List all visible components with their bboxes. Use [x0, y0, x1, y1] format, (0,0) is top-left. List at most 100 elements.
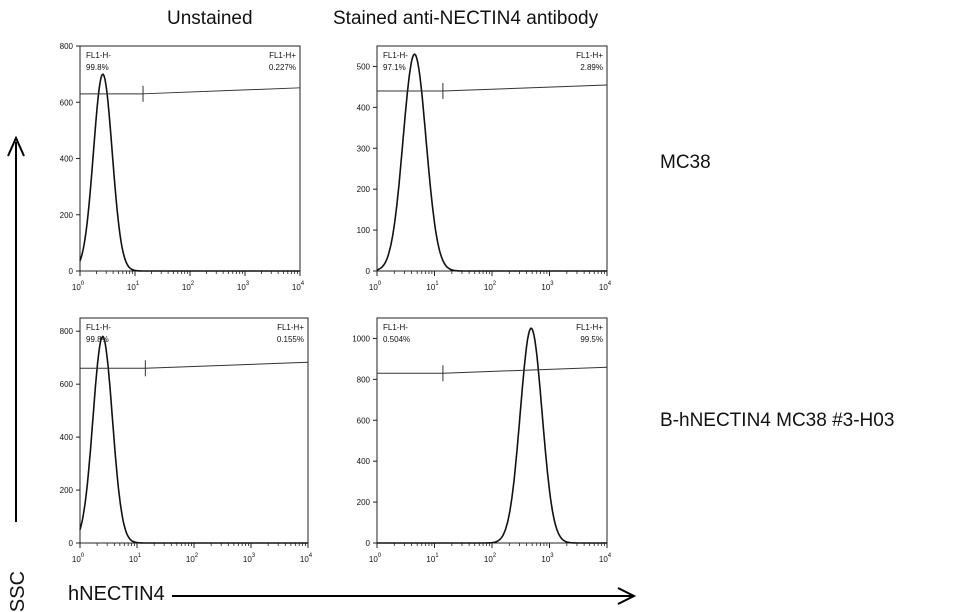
y-tick-label: 300 — [357, 144, 371, 153]
gate-positive-line — [145, 361, 309, 369]
y-tick-label: 400 — [357, 103, 371, 112]
gate-positive-label: FL1-H+ — [269, 51, 296, 60]
gate-negative-percent: 0.504% — [383, 335, 410, 344]
x-tick-label: 103 — [541, 553, 554, 564]
y-tick-label: 0 — [69, 539, 74, 548]
x-tick-exponent: 4 — [301, 281, 305, 287]
y-tick-label: 500 — [357, 62, 371, 71]
x-tick-label: 102 — [484, 281, 497, 292]
x-tick-label: 100 — [369, 281, 382, 292]
x-tick-label: 104 — [292, 281, 305, 292]
column-title-stained: Stained anti-NECTIN4 antibody — [333, 8, 599, 29]
y-axis-note: SSC — [7, 570, 30, 612]
y-tick-label: 0 — [366, 267, 371, 276]
plot-frame — [376, 45, 608, 272]
y-tick-label: 0 — [69, 267, 74, 276]
gate-negative-percent: 99.8% — [86, 63, 109, 72]
x-tick-exponent: 4 — [608, 553, 612, 559]
x-axis-arrow — [172, 587, 637, 605]
y-tick-label: 1000 — [352, 334, 370, 343]
y-tick-label: 200 — [60, 486, 74, 495]
histogram-curve — [376, 53, 607, 272]
gate-positive-label: FL1-H+ — [576, 51, 603, 60]
gate-positive-percent: 2.89% — [580, 63, 603, 72]
x-tick-exponent: 3 — [246, 281, 250, 287]
x-tick-label: 101 — [426, 553, 439, 564]
gate-positive-percent: 0.227% — [269, 63, 296, 72]
x-tick-label: 104 — [300, 553, 313, 564]
y-tick-label: 400 — [60, 155, 74, 164]
x-tick-exponent: 2 — [493, 553, 497, 559]
x-tick-exponent: 1 — [435, 281, 439, 287]
row-label-mc38: MC38 — [660, 152, 711, 173]
x-tick-exponent: 2 — [195, 553, 199, 559]
gate-positive-percent: 0.155% — [277, 335, 304, 344]
row-label-b-hnectin4: B-hNECTIN4 MC38 #3-H03 — [660, 410, 895, 431]
y-axis-arrowhead — [7, 135, 25, 157]
gate-positive-percent: 99.5% — [580, 335, 603, 344]
x-tick-label: 103 — [541, 281, 554, 292]
x-tick-label: 101 — [426, 281, 439, 292]
histogram-curve — [79, 335, 308, 544]
x-tick-label: 104 — [599, 281, 612, 292]
y-tick-label: 600 — [357, 416, 371, 425]
x-tick-exponent: 1 — [136, 281, 140, 287]
x-tick-exponent: 2 — [493, 281, 497, 287]
histogram-panel: 0 200 400 600 800 1000 100 101 1 0 2 103 104 FL1-H- 0.… — [352, 317, 612, 564]
x-axis-arrowhead — [617, 587, 637, 605]
x-tick-label: 101 — [127, 281, 140, 292]
x-tick-label: 103 — [243, 553, 256, 564]
x-tick-exponent: 0 — [81, 281, 85, 287]
gate-positive-line — [442, 84, 608, 92]
x-tick-label: 103 — [237, 281, 250, 292]
x-tick-exponent: 3 — [252, 553, 256, 559]
y-axis-arrow — [7, 135, 25, 522]
y-tick-label: 800 — [60, 42, 74, 51]
x-tick-exponent: 3 — [550, 553, 554, 559]
x-tick-label: 100 — [72, 553, 85, 564]
y-tick-label: 600 — [60, 380, 74, 389]
y-tick-label: 200 — [357, 185, 371, 194]
gate-negative-percent: 97.1% — [383, 63, 406, 72]
y-tick-label: 800 — [357, 375, 371, 384]
x-tick-exponent: 0 — [81, 553, 85, 559]
y-tick-label: 400 — [60, 433, 74, 442]
x-tick-exponent: 4 — [309, 553, 313, 559]
x-tick-exponent: 0 — [378, 281, 382, 287]
gate-negative-percent: 99.8% — [86, 335, 109, 344]
histogram-curve — [377, 327, 607, 544]
gate-positive-line — [143, 87, 301, 95]
x-axis-note: hNECTIN4 — [68, 583, 165, 605]
x-tick-label: 100 — [72, 281, 85, 292]
gate-positive-line — [442, 366, 608, 374]
y-tick-label: 200 — [357, 498, 371, 507]
y-tick-label: 100 — [357, 226, 371, 235]
gate-negative-label: FL1-H- — [86, 51, 111, 60]
x-tick-exponent: 4 — [608, 281, 612, 287]
plot-frame — [376, 317, 608, 544]
x-tick-label: 101 — [129, 553, 142, 564]
x-tick-exponent: 0 — [378, 553, 382, 559]
y-tick-label: 600 — [60, 98, 74, 107]
x-tick-exponent: 2 — [191, 281, 195, 287]
gate-negative-label: FL1-H- — [383, 323, 408, 332]
y-tick-label: 400 — [357, 457, 371, 466]
column-title-unstained: Unstained — [167, 8, 253, 29]
x-tick-label: 100 — [369, 553, 382, 564]
gate-positive-label: FL1-H+ — [576, 323, 603, 332]
gate-negative-label: FL1-H- — [86, 323, 111, 332]
x-tick-label: 102 — [182, 281, 195, 292]
gate-negative-label: FL1-H- — [383, 51, 408, 60]
x-tick-exponent: 3 — [550, 281, 554, 287]
x-tick-exponent: 1 — [138, 553, 142, 559]
x-tick-label: 104 — [599, 553, 612, 564]
x-tick-exponent: 1 — [435, 553, 439, 559]
y-tick-label: 200 — [60, 211, 74, 220]
y-tick-label: 0 — [366, 539, 371, 548]
plot-frame — [79, 317, 309, 544]
y-tick-label: 800 — [60, 327, 74, 336]
